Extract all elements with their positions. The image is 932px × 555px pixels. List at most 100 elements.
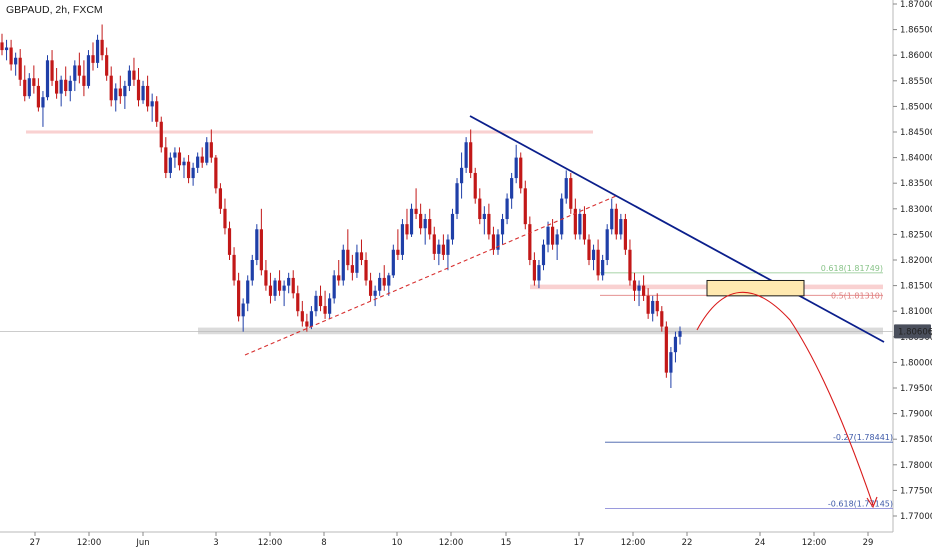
candle-body (519, 157, 523, 189)
y-tick-label: 1.86000 (900, 51, 932, 61)
candle-body (305, 321, 309, 327)
candle-body (255, 229, 259, 260)
candle-body (564, 178, 568, 199)
candle-body (500, 219, 505, 235)
x-tick-label: 17 (574, 538, 585, 548)
candle-body (669, 352, 673, 373)
candle-body (391, 249, 395, 276)
candle-body (136, 79, 141, 101)
candle-body (596, 249, 600, 276)
candle-body (150, 101, 154, 107)
y-tick-label: 1.78000 (900, 461, 932, 471)
target-zone-box (706, 279, 805, 297)
rising-trendline (244, 195, 617, 356)
candle-body (64, 79, 68, 92)
candle-body (373, 290, 377, 296)
candle-body (396, 249, 400, 255)
candle-body (664, 326, 668, 373)
candle-body (673, 336, 678, 353)
candle-body (487, 213, 491, 235)
projection-arrowhead (866, 496, 878, 509)
candle-body (277, 280, 282, 291)
x-tick-label: Jun (135, 538, 149, 548)
current-price-badge (894, 324, 931, 339)
y-tick-label: 1.78500 (900, 435, 932, 445)
candle-body (287, 277, 291, 286)
candle-body (437, 244, 441, 254)
candle-body (191, 167, 195, 179)
candle-body (227, 228, 232, 255)
candle-body (450, 213, 455, 240)
y-tick-label: 1.77000 (900, 512, 932, 522)
candle-body (546, 226, 550, 245)
candle-body (82, 75, 86, 86)
y-tick-label: 1.84500 (900, 128, 932, 138)
candle-body (232, 254, 236, 281)
candle-body (423, 219, 427, 229)
candle-body (200, 156, 204, 163)
candle-body (164, 147, 168, 173)
candle-body (173, 152, 177, 158)
x-tick-label: 15 (501, 538, 512, 548)
candle-body (469, 142, 473, 173)
candle-body (678, 331, 682, 337)
candle-body (505, 198, 509, 220)
candle-body (510, 178, 514, 199)
candle-body (146, 85, 150, 107)
candle-body (409, 208, 414, 235)
x-tick-label: 22 (682, 538, 693, 548)
candle-body (91, 55, 95, 63)
candle-body (296, 293, 300, 312)
candle-body (177, 152, 182, 166)
candle-body (182, 161, 186, 166)
candle-body (459, 167, 464, 184)
x-tick-label: 8 (321, 538, 326, 548)
y-tick-label: 1.82000 (900, 256, 932, 266)
candle-body (318, 295, 323, 307)
candle-body (432, 234, 436, 254)
x-tick-label: 27 (30, 538, 41, 548)
candle-body (464, 142, 468, 168)
candle-body (291, 277, 295, 294)
candle-body (514, 157, 518, 179)
x-tick-label: 10 (392, 538, 403, 548)
candle-body (614, 208, 618, 235)
candle-body (0, 42, 4, 51)
candle-body (314, 295, 318, 312)
candle-body (550, 226, 555, 245)
fib-ext-27-label: -0.27(1.78441) (833, 433, 893, 442)
candle-body (118, 88, 122, 97)
y-tick-label: 1.82500 (900, 230, 932, 240)
candle-body (73, 65, 77, 81)
candle-body (332, 275, 336, 299)
candle-body (605, 229, 609, 260)
candle-body (127, 70, 132, 86)
y-tick-label: 1.77500 (900, 486, 932, 496)
projection-arrow (696, 291, 874, 506)
candle-body (446, 239, 450, 255)
candle-body (268, 285, 273, 296)
candle-body (587, 239, 591, 260)
candle-body (368, 280, 373, 296)
y-tick-label: 1.80000 (900, 358, 932, 368)
candle-body (159, 121, 163, 148)
symbol-title: GBPAUD, 2h, FXCM (6, 4, 103, 16)
candle-body (428, 219, 432, 235)
candle-body (273, 280, 277, 296)
candle-body (50, 60, 54, 81)
y-tick-label: 1.83000 (900, 205, 932, 215)
candle-body (196, 156, 200, 168)
y-tick-label: 1.81500 (900, 282, 932, 292)
candle-body (346, 249, 350, 266)
candle-body (309, 311, 314, 327)
x-tick-label: 12:00 (439, 538, 464, 548)
candle-body (241, 303, 245, 317)
descending-trendline (469, 115, 885, 343)
candle-body (382, 277, 386, 286)
candle-body (9, 47, 13, 65)
candle-body (601, 260, 605, 276)
y-tick-label: 1.83500 (900, 179, 932, 189)
candle-body (323, 306, 327, 314)
